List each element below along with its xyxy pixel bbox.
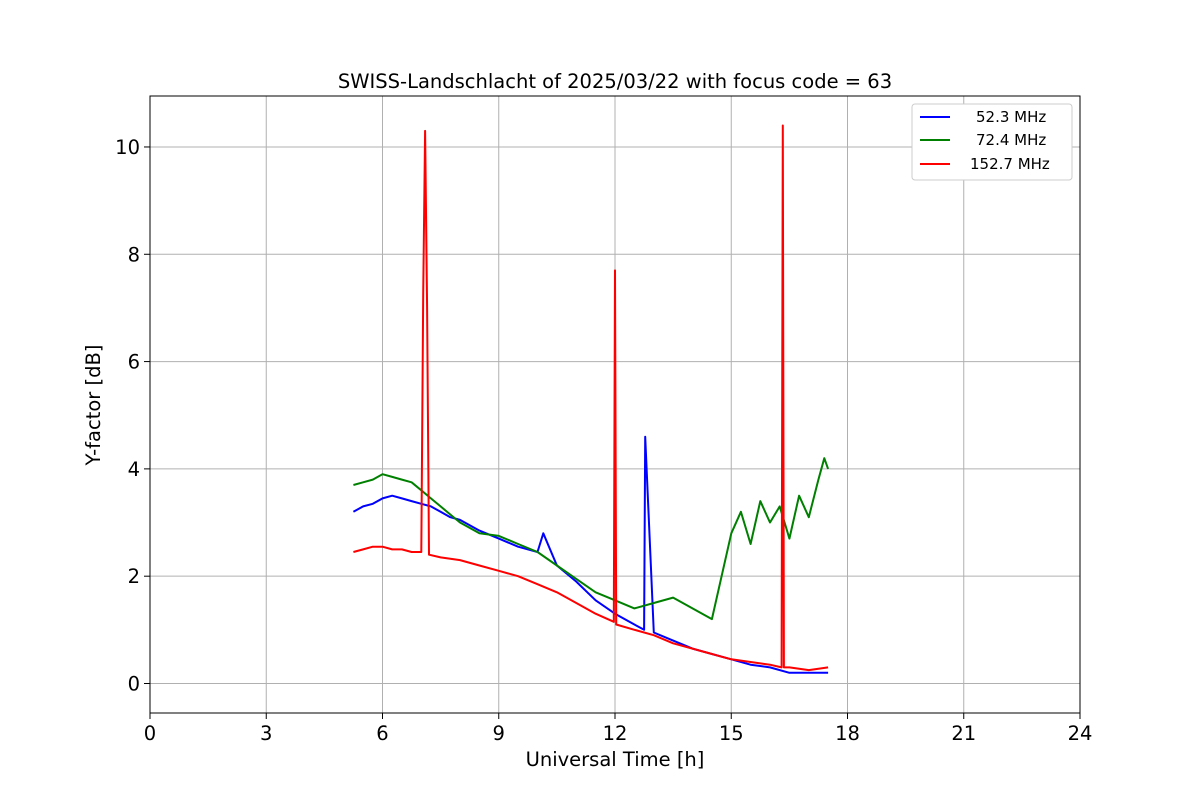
x-axis-label: Universal Time [h] [526, 748, 705, 771]
y-axis-label: Y-factor [dB] [82, 345, 105, 467]
legend-label-52mhz: 52.3 MHz [976, 108, 1046, 126]
x-tick-label: 9 [493, 722, 505, 745]
legend-box [911, 103, 1073, 181]
x-tick-label: 24 [1068, 722, 1093, 745]
series-line-152-7-mhz [353, 124, 829, 672]
x-tick-label: 21 [951, 722, 976, 745]
x-tick-label: 15 [719, 722, 744, 745]
y-tick-label: 10 [115, 136, 140, 159]
chart-title: SWISS-Landschlacht of 2025/03/22 with fo… [338, 70, 892, 93]
y-tick-label: 2 [128, 565, 140, 588]
legend-label-72mhz: 72.4 MHz [976, 131, 1046, 149]
y-tick-label: 8 [128, 243, 140, 266]
x-tick-label: 3 [260, 722, 272, 745]
legend: 52.3 MHz 72.4 MHz 152.7 MHz [911, 103, 1073, 181]
series-line-72-4-mhz [353, 457, 830, 621]
y-tick-label: 4 [128, 458, 140, 481]
x-tick-label: 18 [835, 722, 860, 745]
legend-label-152mhz: 152.7 MHz [970, 155, 1050, 173]
y-tick-label: 6 [128, 351, 140, 374]
x-tick-label: 12 [603, 722, 628, 745]
x-tick-label: 0 [144, 722, 156, 745]
y-tick-label: 0 [128, 672, 140, 695]
x-tick-label: 6 [376, 722, 388, 745]
series-layer [352, 124, 830, 674]
